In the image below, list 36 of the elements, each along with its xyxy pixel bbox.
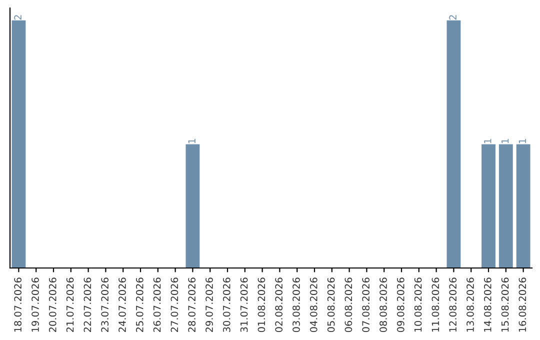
x-tick-label: 20.07.2026 [48,278,56,332]
x-tick-label: 29.07.2026 [206,278,213,332]
x-tick-label: 27.07.2026 [170,278,178,332]
data-label: 1 [188,138,196,144]
x-tick-label: 04.08.2026 [310,278,318,332]
data-label: 1 [501,138,509,144]
x-tick-label: 11.08.2026 [432,278,440,332]
x-tick-label: 22.07.2026 [84,278,92,332]
x-tick-label: 08.08.2026 [380,278,387,332]
x-tick-label: 10.08.2026 [414,278,422,332]
x-tick-label: 05.08.2026 [327,278,335,332]
x-tick-label: 21.07.2026 [66,278,74,332]
x-tick-label: 14.08.2026 [484,278,492,332]
x-tick-label: 18.07.2026 [14,278,22,332]
x-tick-label: 02.08.2026 [275,278,283,332]
x-tick-label: 09.08.2026 [396,278,404,332]
x-tick-label: 16.08.2026 [518,278,526,332]
x-tick-label: 12.08.2026 [449,278,457,332]
x-tick-label: 30.07.2026 [222,278,230,332]
x-tick-label: 01.08.2026 [258,278,266,332]
x-tick-label: 23.07.2026 [101,278,109,332]
x-tick-label: 25.07.2026 [136,278,144,332]
data-label: 2 [14,15,22,20]
x-tick-label: 26.07.2026 [153,278,161,332]
x-tick-label: 15.08.2026 [501,278,509,332]
x-tick-label: 19.07.2026 [32,278,39,332]
x-tick-label: 03.08.2026 [292,278,300,332]
x-tick-label: 28.07.2026 [188,278,196,332]
x-tick-label: 06.08.2026 [344,278,352,332]
data-label: 1 [484,138,492,144]
x-tick-label: 31.07.2026 [240,278,248,332]
x-tick-label: 07.08.2026 [362,278,370,332]
data-label: 2 [449,15,456,20]
x-tick-label: 24.07.2026 [118,278,126,332]
data-label: 1 [518,138,526,144]
x-tick-label: 13.08.2026 [466,278,474,332]
